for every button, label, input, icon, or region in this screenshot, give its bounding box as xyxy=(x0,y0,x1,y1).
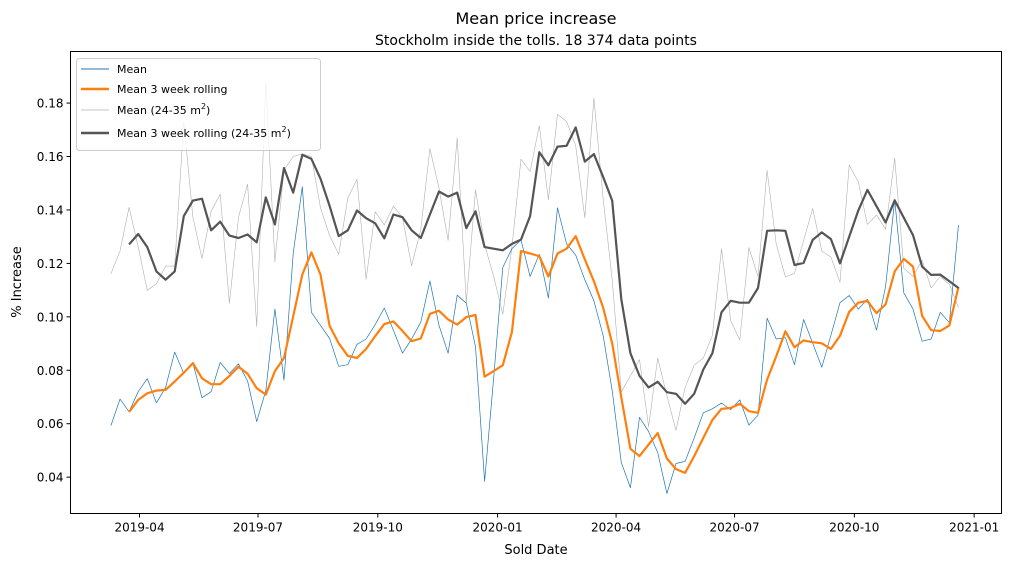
y-tick-label: 0.10 xyxy=(37,310,64,324)
y-tick-label: 0.04 xyxy=(37,471,64,485)
series-layer xyxy=(110,81,960,494)
x-tick-label: 2019-07 xyxy=(233,521,283,535)
series-line-1 xyxy=(128,235,960,474)
legend-label: Mean 3 week rolling xyxy=(117,83,228,96)
legend: Mean Mean 3 week rolling Mean (24-35 m2) Me… xyxy=(76,58,321,151)
y-tick-label: 0.16 xyxy=(37,150,64,164)
x-tick-label: 2021-01 xyxy=(949,521,999,535)
legend-label: Mean 3 week rolling (24-35 m2) xyxy=(117,125,291,140)
y-tick-label: 0.08 xyxy=(37,364,64,378)
series-line-0 xyxy=(110,186,959,494)
y-tick-label: 0.12 xyxy=(37,257,64,271)
x-tick-label: 2020-07 xyxy=(709,521,759,535)
legend-box xyxy=(76,58,321,151)
chart-subtitle: Stockholm inside the tolls. 18 374 data … xyxy=(375,33,697,49)
y-tick-label: 0.06 xyxy=(37,417,64,431)
x-axis-label: Sold Date xyxy=(504,543,567,558)
chart-title: Mean price increase xyxy=(455,9,616,28)
legend-label: Mean (24-35 m2) xyxy=(117,102,210,117)
x-tick-label: 2019-04 xyxy=(114,521,164,535)
plot-frame xyxy=(70,51,1002,514)
y-tick-label: 0.18 xyxy=(37,97,64,111)
y-tick-label: 0.14 xyxy=(37,203,64,217)
x-tick-label: 2019-10 xyxy=(353,521,403,535)
y-axis: 0.04 0.06 0.08 0.10 0.12 0.14 0.16 0.18 xyxy=(37,97,71,485)
x-tick-label: 2020-01 xyxy=(473,521,523,535)
x-tick-label: 2020-04 xyxy=(591,521,641,535)
y-axis-label: % Increase xyxy=(10,246,25,318)
series-line-3 xyxy=(128,126,960,405)
series-line-2 xyxy=(110,81,959,431)
x-tick-label: 2020-10 xyxy=(829,521,879,535)
x-axis: 2019-04 2019-07 2019-10 2020-01 2020-04 2020-… xyxy=(114,513,999,535)
legend-label: Mean xyxy=(117,63,147,76)
